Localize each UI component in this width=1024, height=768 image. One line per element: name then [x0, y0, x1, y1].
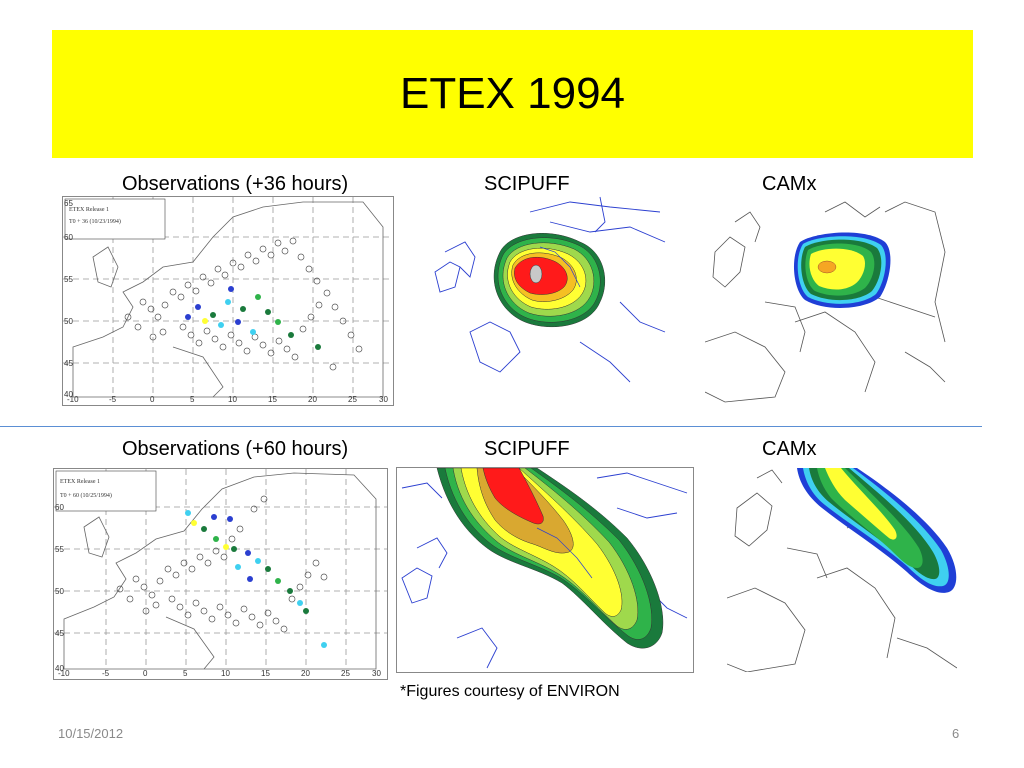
camx-60h-label: CAMx: [762, 438, 817, 460]
x-tick: 25: [348, 395, 357, 404]
x-tick: 20: [308, 395, 317, 404]
observation-map-36h: ETEX Release 1 T0 + 36 (10/23/1994) -10: [62, 196, 394, 406]
legend-time: T0 + 60 (10/25/1994): [60, 492, 112, 499]
scipuff-map-36h-figure: [434, 196, 666, 383]
y-tick: 65: [64, 199, 73, 208]
x-tick: 10: [228, 395, 237, 404]
y-tick: 50: [55, 587, 64, 596]
camx-map-60h-figure: [727, 468, 957, 672]
observation-map-36h-figure: ETEX Release 1 T0 + 36 (10/23/1994) -10: [63, 197, 393, 404]
x-tick: -10: [67, 395, 79, 404]
row-divider: [0, 426, 982, 427]
y-tick: 50: [64, 317, 73, 326]
y-tick: 40: [64, 390, 73, 399]
x-tick: 0: [143, 669, 148, 678]
legend-time: T0 + 36 (10/23/1994): [69, 218, 121, 225]
observation-legend-box: [55, 470, 157, 512]
y-tick: 45: [64, 359, 73, 368]
legend-release: ETEX Release 1: [60, 479, 100, 485]
y-tick: 40: [55, 664, 64, 673]
observations-60h-label: Observations (+60 hours): [122, 438, 349, 460]
x-tick: 15: [261, 669, 270, 678]
x-tick: 0: [150, 395, 155, 404]
observations-36h-label: Observations (+36 hours): [122, 173, 349, 195]
camx-map-36h-figure: [705, 201, 946, 403]
scipuff-60h-label: SCIPUFF: [484, 438, 570, 460]
x-tick: 30: [379, 395, 388, 404]
observation-map-60h-figure: ETEX Release 1 T0 + 60 (10/25/1994) -10 …: [54, 469, 387, 678]
x-tick: 30: [372, 669, 381, 678]
camx-map-60h: [727, 468, 957, 672]
y-tick: 45: [55, 629, 64, 638]
y-tick: 55: [64, 275, 73, 284]
camx-map-36h: [705, 192, 950, 404]
y-tick: 60: [64, 233, 73, 242]
legend-release: ETEX Release 1: [69, 207, 109, 213]
x-tick: -5: [102, 669, 110, 678]
title-band: ETEX 1994: [52, 30, 973, 158]
observation-legend-box: [64, 198, 166, 240]
x-tick: 5: [190, 395, 195, 404]
x-tick: 15: [268, 395, 277, 404]
x-tick: 10: [221, 669, 230, 678]
footer-date: 10/15/2012: [58, 726, 124, 741]
x-tick: 20: [301, 669, 310, 678]
x-tick: -10: [58, 669, 70, 678]
camx-36h-label: CAMx: [762, 173, 817, 195]
x-tick: -5: [109, 395, 117, 404]
scipuff-map-60h-figure: [401, 468, 688, 669]
y-tick: 60: [55, 503, 64, 512]
scipuff-map-36h: [430, 192, 670, 386]
scipuff-36h-label: SCIPUFF: [484, 173, 570, 195]
scipuff-map-60h: [396, 467, 694, 673]
slide-title: ETEX 1994: [399, 69, 626, 118]
figure-credit: *Figures courtesy of ENVIRON: [400, 683, 620, 700]
page-number: 6: [952, 726, 960, 741]
observation-map-60h: ETEX Release 1 T0 + 60 (10/25/1994) -10 …: [53, 468, 388, 680]
x-tick: 25: [341, 669, 350, 678]
y-tick: 55: [55, 545, 64, 554]
x-tick: 5: [183, 669, 188, 678]
